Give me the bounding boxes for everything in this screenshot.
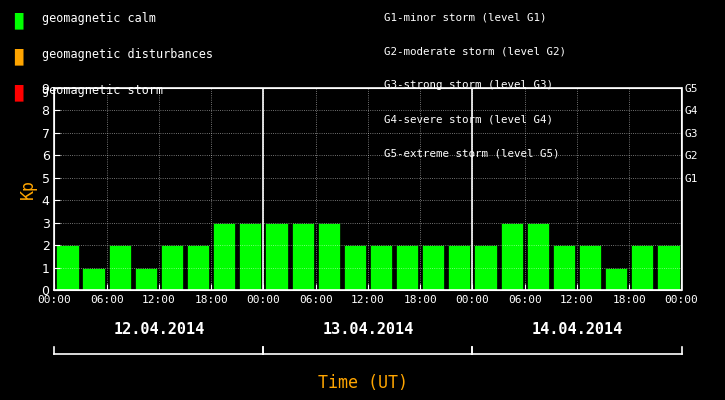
Text: G1-minor storm (level G1): G1-minor storm (level G1): [384, 12, 547, 22]
Bar: [265, 223, 288, 290]
Bar: [318, 223, 340, 290]
Bar: [291, 223, 314, 290]
Bar: [526, 223, 549, 290]
Bar: [109, 245, 130, 290]
Text: geomagnetic calm: geomagnetic calm: [42, 12, 156, 25]
Bar: [239, 223, 262, 290]
Bar: [631, 245, 653, 290]
Text: █: █: [14, 12, 23, 29]
Text: 13.04.2014: 13.04.2014: [323, 322, 413, 338]
Bar: [57, 245, 78, 290]
Bar: [500, 223, 523, 290]
Bar: [422, 245, 444, 290]
Bar: [658, 245, 679, 290]
Text: G2-moderate storm (level G2): G2-moderate storm (level G2): [384, 46, 566, 56]
Text: G4-severe storm (level G4): G4-severe storm (level G4): [384, 114, 553, 124]
Text: geomagnetic disturbances: geomagnetic disturbances: [42, 48, 213, 61]
Text: █: █: [14, 84, 23, 101]
Bar: [161, 245, 183, 290]
Bar: [213, 223, 236, 290]
Text: geomagnetic storm: geomagnetic storm: [42, 84, 163, 97]
Bar: [396, 245, 418, 290]
Bar: [552, 245, 575, 290]
Y-axis label: Kp: Kp: [20, 179, 38, 199]
Text: 14.04.2014: 14.04.2014: [531, 322, 623, 338]
Bar: [83, 268, 104, 290]
Bar: [448, 245, 471, 290]
Text: G5-extreme storm (level G5): G5-extreme storm (level G5): [384, 148, 560, 158]
Text: █: █: [14, 48, 23, 65]
Text: 12.04.2014: 12.04.2014: [113, 322, 204, 338]
Bar: [187, 245, 210, 290]
Text: G3-strong storm (level G3): G3-strong storm (level G3): [384, 80, 553, 90]
Bar: [370, 245, 392, 290]
Bar: [344, 245, 366, 290]
Bar: [474, 245, 497, 290]
Bar: [605, 268, 627, 290]
Text: Time (UT): Time (UT): [318, 374, 407, 392]
Bar: [135, 268, 157, 290]
Bar: [579, 245, 601, 290]
